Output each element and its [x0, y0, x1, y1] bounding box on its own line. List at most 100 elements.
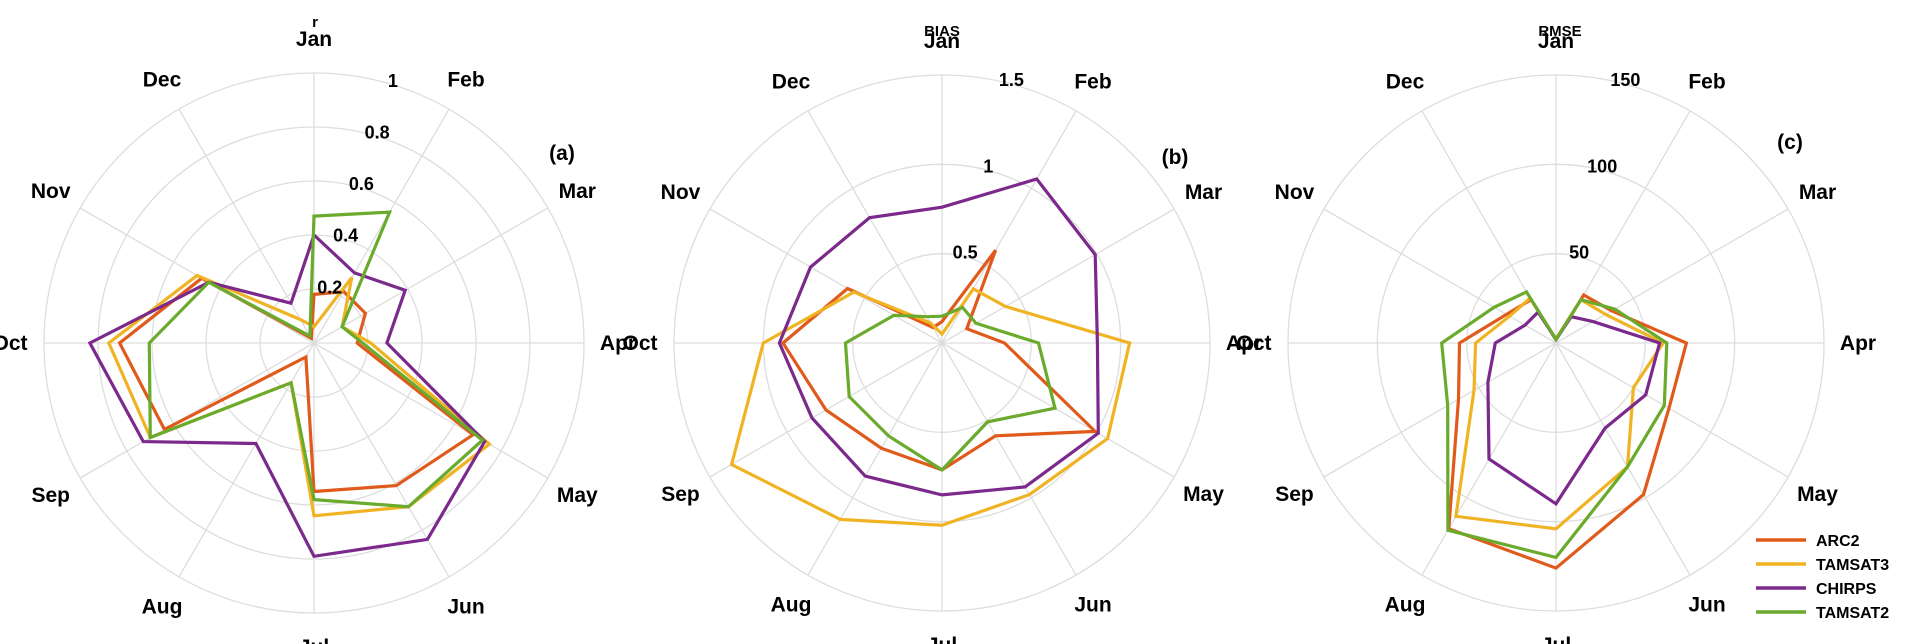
legend-item-arc2: ARC2: [1756, 533, 1860, 550]
grid-spoke: [313, 342, 549, 479]
month-label-oct: Oct: [622, 332, 657, 355]
grid-spoke: [79, 342, 315, 479]
grid-spoke: [1555, 208, 1789, 344]
legend-label-chirps: CHIRPS: [1816, 581, 1877, 598]
ring-tick-label: 0.5: [953, 243, 978, 263]
month-labels: Jan Feb Mar Apr May Jun Jul Aug Sep Oct Nov Dec: [0, 28, 636, 644]
grid-spoke: [709, 208, 943, 344]
radar-grid: [43, 72, 585, 614]
panel-tag: (a): [549, 142, 575, 165]
month-label-aug: Aug: [142, 595, 183, 618]
series-line-chirps: [777, 177, 1100, 497]
month-labels: Jan Feb Mar Apr May Jun Jul Aug Sep Oct Nov Dec: [622, 30, 1262, 644]
grid-spoke: [1555, 342, 1691, 576]
series-line-tamsat2: [147, 210, 485, 509]
month-label-jul: Jul: [927, 634, 957, 644]
ring-tick-label: 50: [1569, 243, 1589, 263]
grid-spoke: [807, 110, 943, 344]
month-label-aug: Aug: [1385, 594, 1426, 617]
radar-grid: [1287, 74, 1825, 612]
grid-spoke: [807, 342, 943, 576]
month-label-aug: Aug: [771, 594, 812, 617]
ring-tick-label: 0.8: [365, 122, 390, 142]
panel-title: r: [312, 14, 318, 31]
month-label-may: May: [1183, 483, 1224, 506]
ring-tick-label: 1: [388, 71, 398, 91]
legend-label-tamsat2: TAMSAT2: [1816, 605, 1889, 622]
month-label-feb: Feb: [1688, 71, 1725, 94]
legend-item-tamsat2: TAMSAT2: [1756, 605, 1889, 622]
month-label-dec: Dec: [143, 69, 182, 92]
series-line-tamsat2: [843, 305, 1057, 472]
ring-tick-label: 0.6: [349, 174, 374, 194]
legend-item-tamsat3: TAMSAT3: [1756, 557, 1889, 574]
month-label-apr: Apr: [1226, 332, 1262, 355]
grid-spoke: [1555, 342, 1789, 478]
month-label-oct: Oct: [1236, 332, 1271, 355]
ring-tick-label: 1: [983, 156, 993, 176]
month-label-jan: Jan: [1538, 30, 1574, 53]
month-label-may: May: [1797, 483, 1838, 506]
ring-tick-labels: 0.5 1 1.5: [953, 70, 1024, 263]
radar-grid: [673, 74, 1211, 612]
month-label-nov: Nov: [1275, 181, 1315, 204]
grid-spoke: [313, 108, 450, 344]
radar-series: [87, 210, 492, 559]
month-label-nov: Nov: [661, 181, 701, 204]
month-label-apr: Apr: [600, 332, 636, 355]
month-label-sep: Sep: [1275, 483, 1314, 506]
month-label-nov: Nov: [31, 180, 71, 203]
radar-series: [1440, 289, 1689, 570]
month-label-feb: Feb: [1074, 71, 1111, 94]
month-label-sep: Sep: [31, 484, 70, 507]
radar-series: [729, 177, 1132, 527]
month-label-apr: Apr: [1840, 332, 1876, 355]
series-line-arc2: [1447, 292, 1689, 570]
month-label-jan: Jan: [296, 28, 332, 51]
radar-chart-bias: 0.5 1 1.5 Jan Feb Mar Apr May Jun Jul Aug Sep Oct No…: [622, 23, 1262, 644]
series-line-tamsat3: [729, 286, 1132, 527]
grid-spoke: [178, 342, 315, 578]
month-label-jan: Jan: [924, 30, 960, 53]
month-labels: Jan Feb Mar Apr May Jun Jul Aug Sep Oct Nov Dec: [1236, 30, 1876, 644]
grid-spoke: [178, 108, 315, 344]
ring-tick-label: 100: [1587, 156, 1617, 176]
month-label-mar: Mar: [1185, 181, 1222, 204]
grid-spoke: [941, 342, 1175, 478]
month-label-mar: Mar: [1799, 181, 1836, 204]
month-label-jun: Jun: [447, 595, 484, 618]
radar-chart-rmse: 50 100 150 Jan Feb Mar Apr May Jun Jul Aug Sep Oct N…: [1236, 23, 1876, 644]
ring-tick-label: 1.5: [999, 70, 1024, 90]
grid-spoke: [1323, 208, 1557, 344]
legend-item-chirps: CHIRPS: [1756, 581, 1877, 598]
panel-title: RMSE: [1538, 23, 1581, 40]
ring-tick-labels: 0.2 0.4 0.6 0.8 1: [317, 71, 398, 298]
grid-spoke: [313, 207, 549, 344]
ring-tick-label: 0.4: [333, 226, 358, 246]
grid-spoke: [313, 342, 450, 578]
month-label-jul: Jul: [299, 636, 329, 644]
series-line-tamsat3: [106, 273, 492, 518]
radar-chart-r: 0.2 0.4 0.6 0.8 1 Jan Feb Mar Apr May Jun Jul Aug Se…: [0, 14, 636, 644]
month-label-jun: Jun: [1074, 594, 1111, 617]
ring-tick-label: 0.2: [317, 277, 342, 297]
month-label-feb: Feb: [447, 69, 484, 92]
month-label-jul: Jul: [1541, 634, 1571, 644]
legend-label-arc2: ARC2: [1816, 533, 1860, 550]
panel-tag: (b): [1162, 146, 1189, 169]
legend-label-tamsat3: TAMSAT3: [1816, 557, 1889, 574]
series-line-tamsat2: [1440, 289, 1669, 560]
panel-title: BIAS: [924, 23, 960, 40]
series-line-tamsat3: [1454, 295, 1666, 531]
grid-spoke: [941, 342, 1077, 576]
month-label-oct: Oct: [0, 332, 28, 355]
series-line-chirps: [1486, 309, 1662, 507]
month-label-may: May: [557, 484, 598, 507]
month-label-sep: Sep: [661, 483, 700, 506]
month-label-dec: Dec: [1386, 71, 1425, 94]
month-label-dec: Dec: [772, 71, 811, 94]
month-label-mar: Mar: [559, 180, 596, 203]
ring-tick-labels: 50 100 150: [1569, 70, 1640, 263]
ring-tick-label: 150: [1610, 70, 1640, 90]
